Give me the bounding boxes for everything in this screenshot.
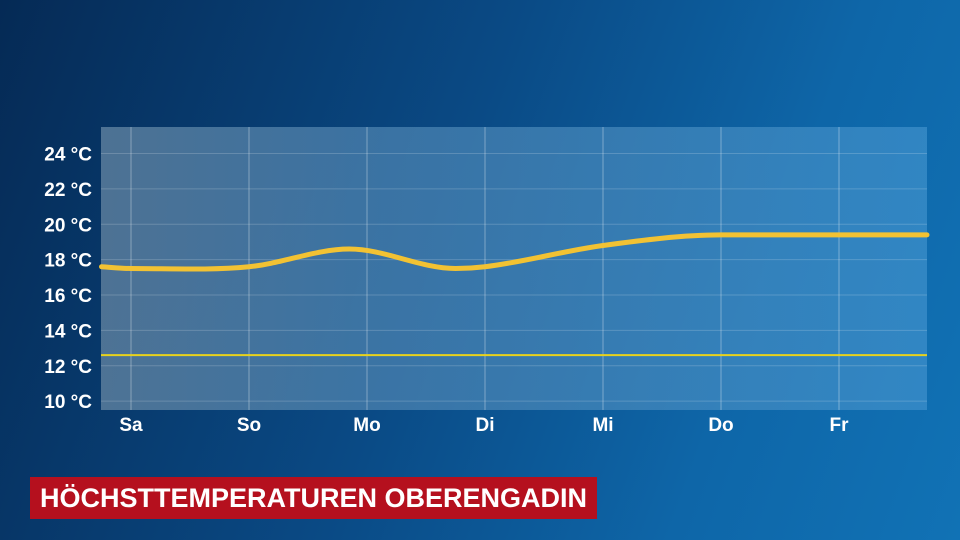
y-tick-label: 24 °C [44,145,92,166]
y-tick-label: 18 °C [44,251,92,272]
x-tick-label: So [237,415,261,436]
y-tick-label: 16 °C [44,286,92,307]
y-tick-label: 22 °C [44,180,92,201]
series-line [99,232,930,272]
y-axis-ticks: 10 °C 12 °C 14 °C 16 °C 18 °C 20 °C 22 °C 24 °C [44,145,92,414]
x-tick-label: Di [476,415,495,436]
x-tick-label: Mi [592,415,613,436]
x-tick-label: Do [708,415,733,436]
chart-title: HÖCHSTTEMPERATUREN OBERENGADIN [30,477,598,519]
y-tick-label: 12 °C [44,357,92,378]
y-tick-label: 10 °C [44,392,92,413]
x-axis-ticks: Sa So Mo Di Mi Do Fr [119,415,849,436]
series-group [99,232,930,272]
x-tick-label: Sa [119,415,143,436]
x-tick-label: Fr [830,415,850,436]
x-tick-label: Mo [353,415,380,436]
y-tick-label: 14 °C [44,321,92,342]
y-tick-label: 20 °C [44,215,92,236]
